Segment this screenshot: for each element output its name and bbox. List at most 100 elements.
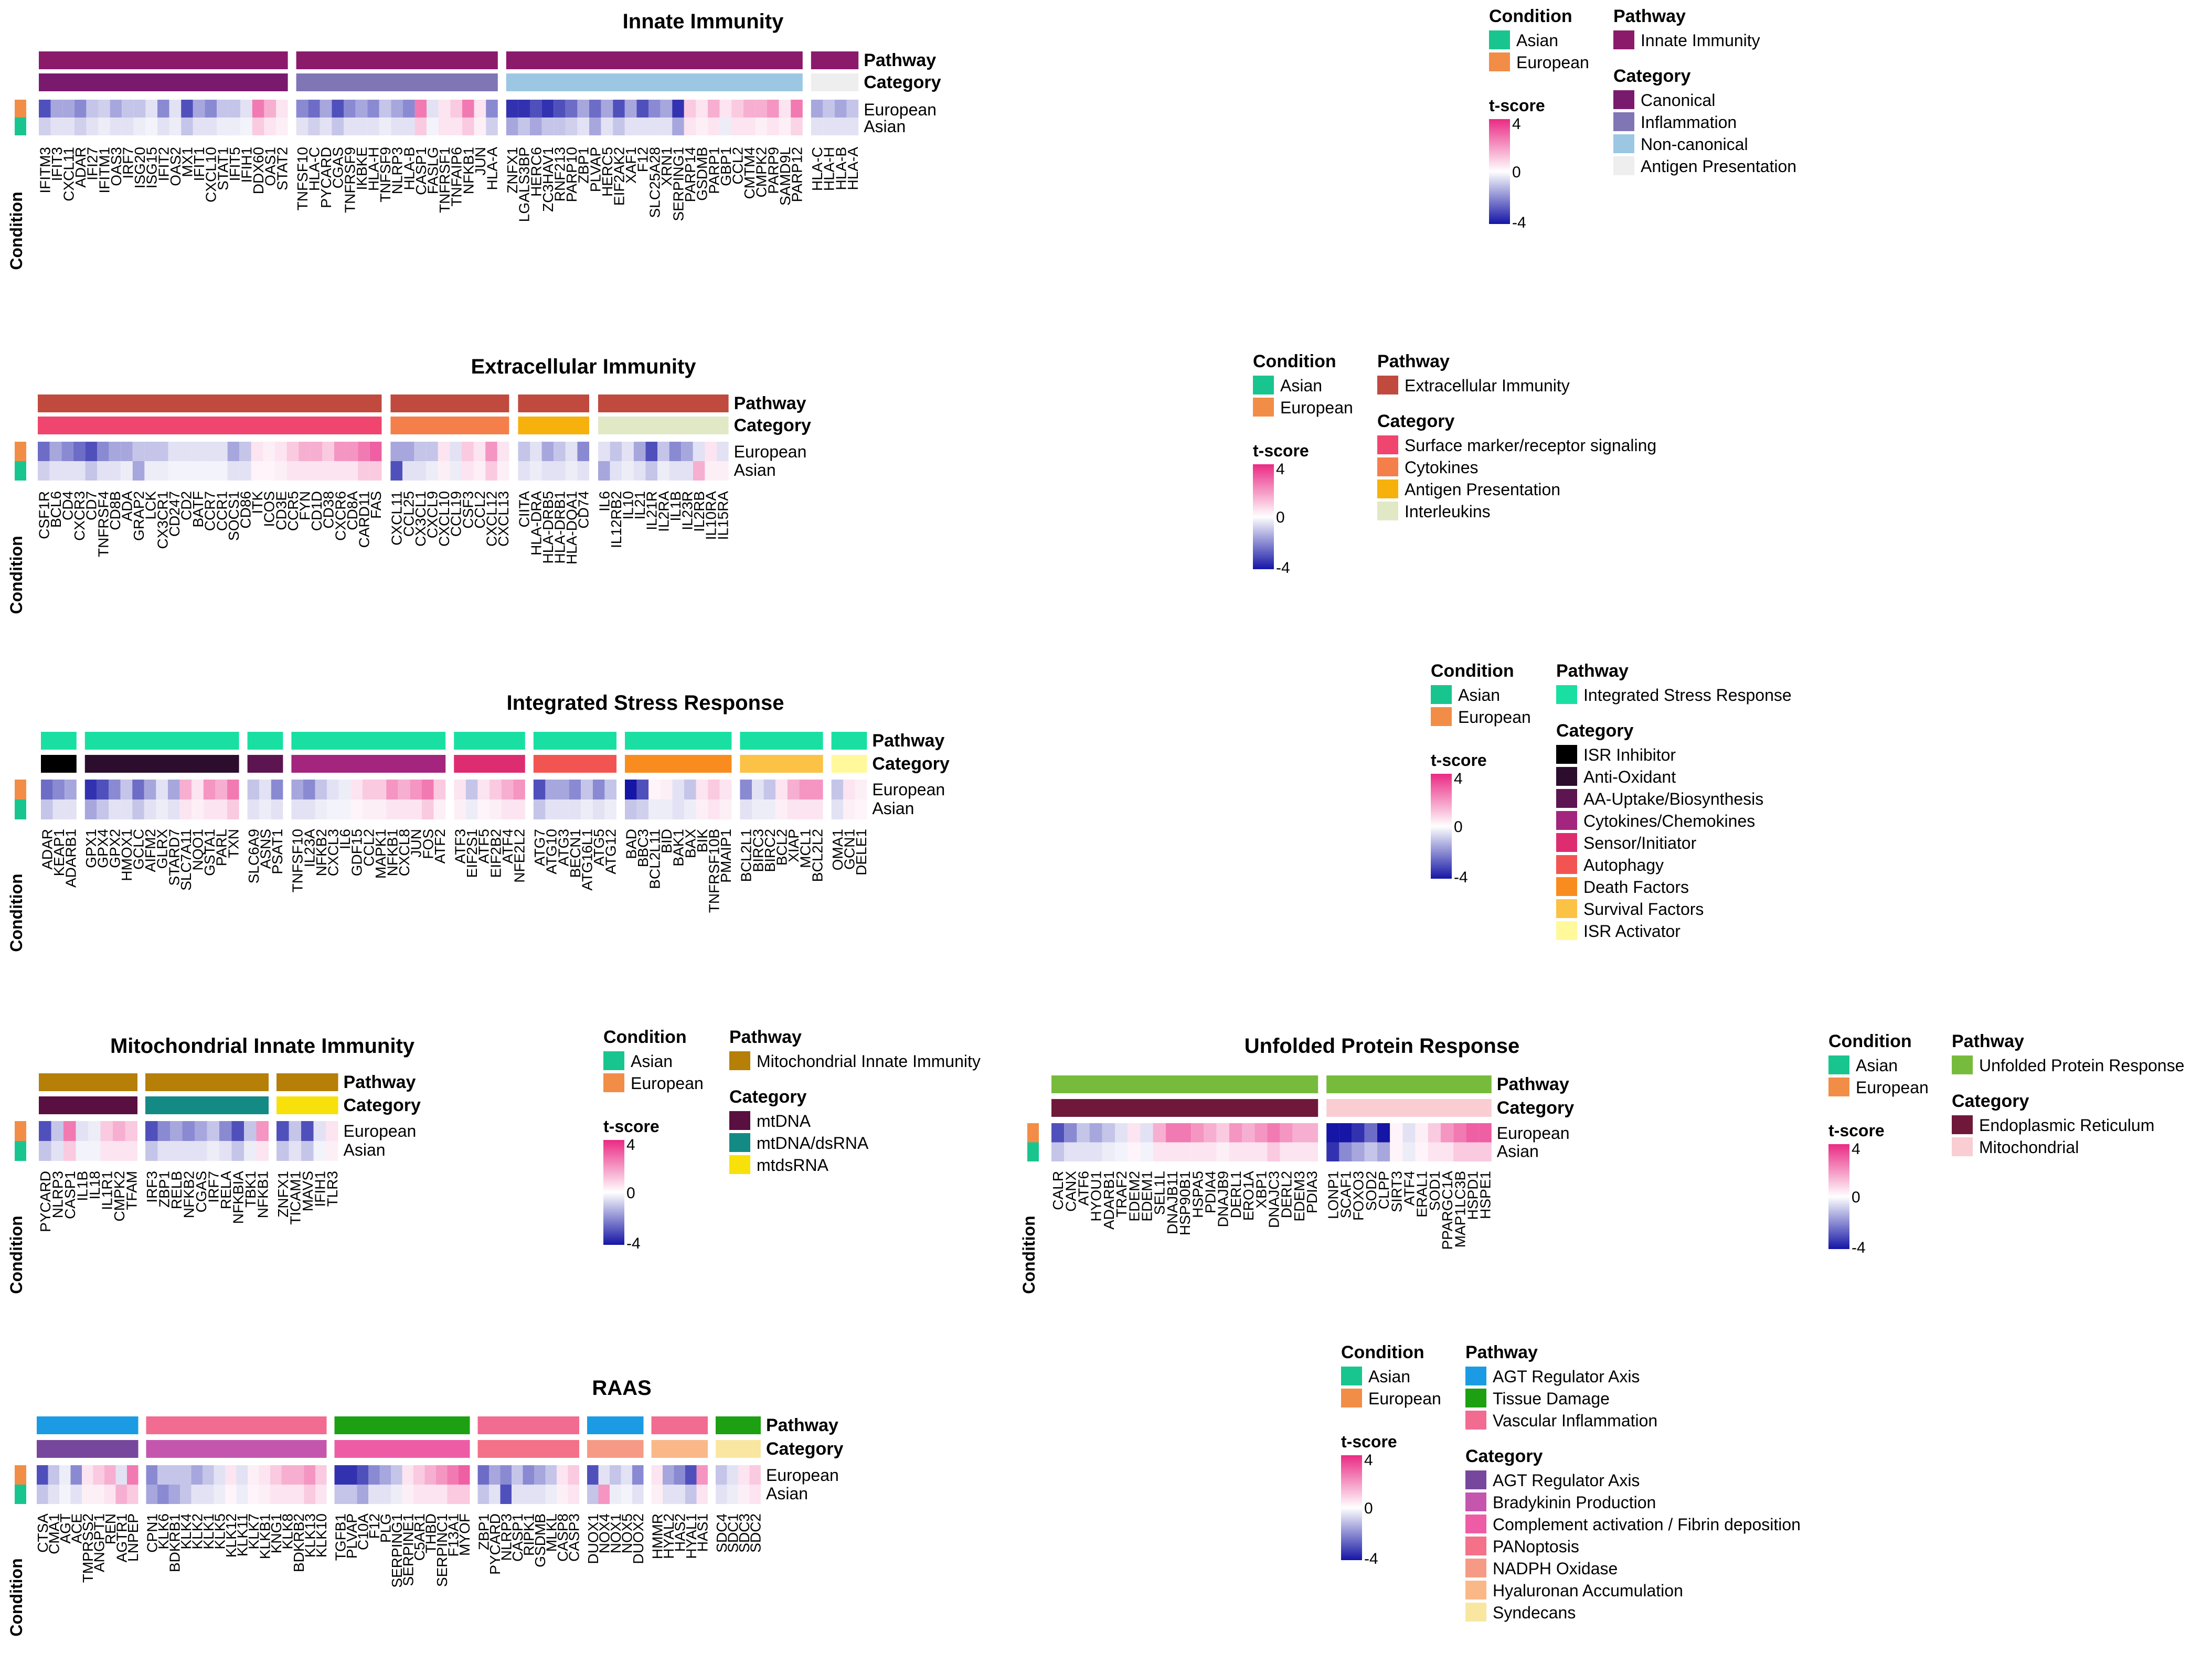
gene-label: CXCL13 <box>495 491 512 547</box>
heat-cell-asian <box>414 118 427 135</box>
heat-cell-asian <box>315 799 327 819</box>
heat-cell-asian <box>231 1141 244 1161</box>
heat-cell-asian <box>326 1141 338 1161</box>
heat-cell-european <box>811 100 823 118</box>
heat-cell-european <box>275 442 287 461</box>
category-legend-item: Antigen Presentation <box>1405 480 1560 499</box>
heat-cell-european <box>156 780 168 799</box>
gene-label: TGFB1 <box>332 1513 348 1561</box>
heat-cell-european <box>557 780 569 799</box>
gene-label: CD7 <box>83 491 100 520</box>
heat-cell-european <box>168 442 180 461</box>
heat-cell-asian <box>719 118 732 135</box>
heat-cell-european <box>379 1465 391 1485</box>
gene-label: NFKB1 <box>460 147 476 194</box>
category-legend-item: AA-Uptake/Biosynthesis <box>1583 790 1763 808</box>
row-label-asian: Asian <box>1497 1142 1539 1161</box>
heat-cell-european <box>1165 1123 1178 1143</box>
heat-cell-european <box>252 100 264 118</box>
gene-label: KLK12 <box>223 1513 239 1558</box>
heat-cell-european <box>1466 1123 1479 1143</box>
gene-label: DNAJB11 <box>1164 1171 1181 1234</box>
category-swatch <box>1556 789 1577 808</box>
heat-cell-asian <box>1077 1142 1090 1161</box>
heat-cell-european <box>145 100 157 118</box>
pathway-bar <box>146 1416 327 1434</box>
gene-label: ADAR <box>72 147 89 188</box>
heat-cell-european <box>1089 1123 1102 1143</box>
heat-cell-asian <box>1115 1142 1128 1161</box>
heat-cell-european <box>557 1465 568 1485</box>
condition-swatch-european <box>603 1073 624 1092</box>
heat-cell-asian <box>763 799 776 819</box>
gene-label: CANX <box>1062 1171 1079 1212</box>
gene-label: GCN1 <box>842 829 858 870</box>
pathway-bar <box>291 732 446 750</box>
heat-cell-european <box>227 442 240 461</box>
row-label-asian: Asian <box>872 799 914 818</box>
condition-swatch-european <box>1489 52 1510 71</box>
gene-label: CCR5 <box>285 491 301 531</box>
heat-cell-european <box>204 442 216 461</box>
heat-cell-asian <box>1102 1142 1115 1161</box>
category-swatch <box>1465 1515 1486 1533</box>
tscore-colorbar <box>1431 774 1452 879</box>
heat-cell-european <box>379 100 391 118</box>
heat-cell-european <box>191 1465 203 1485</box>
heat-cell-european <box>506 100 518 118</box>
heat-cell-european <box>86 100 98 118</box>
category-bar <box>41 755 77 773</box>
row-label-european: European <box>734 442 807 461</box>
gene-label: CMPK2 <box>753 147 770 197</box>
heat-cell-asian <box>489 1485 501 1504</box>
gene-label: BDKRB1 <box>166 1513 183 1572</box>
heat-cell-european <box>247 780 260 799</box>
heat-cell-asian <box>685 1485 697 1504</box>
heat-cell-asian <box>110 118 122 135</box>
gene-label: ICOS <box>261 491 278 527</box>
gene-label: TNFAIP6 <box>449 147 465 207</box>
heat-cell-european <box>523 1465 534 1485</box>
heat-cell-asian <box>477 799 490 819</box>
gene-label: BAK1 <box>671 829 687 867</box>
gene-label: EDEM3 <box>1291 1171 1307 1221</box>
heat-cell-european <box>296 100 309 118</box>
gene-label: CIITA <box>516 491 533 528</box>
heat-cell-european <box>344 100 356 118</box>
gene-label: KLK2 <box>189 1513 205 1550</box>
heat-cell-asian <box>204 461 216 481</box>
heat-cell-asian <box>835 118 847 135</box>
category-legend-item: Surface marker/receptor signaling <box>1405 436 1656 455</box>
heat-cell-asian <box>1064 1142 1077 1161</box>
heat-cell-asian <box>320 118 332 135</box>
gene-label: KLK13 <box>302 1513 318 1558</box>
gene-label: TNFRSF1 <box>437 147 453 213</box>
heat-cell-european <box>244 1121 257 1141</box>
heat-cell-european <box>51 1121 63 1141</box>
gene-label: CMA1 <box>46 1513 62 1554</box>
gene-label: CSF1R <box>36 491 52 539</box>
heat-cell-asian <box>775 799 788 819</box>
gene-label: CCL2 <box>730 147 746 185</box>
condition-legend-asian: Asian <box>1458 686 1500 705</box>
heat-cell-asian <box>236 1485 248 1504</box>
pathway-bar <box>598 394 729 412</box>
gene-label: DUOX2 <box>630 1513 646 1564</box>
heat-cell-european <box>414 100 427 118</box>
heat-cell-asian <box>625 799 637 819</box>
heat-cell-european <box>497 442 509 461</box>
category-track-label: Category <box>864 72 941 92</box>
gene-label: GPX1 <box>83 829 99 868</box>
heat-cell-european <box>170 1121 183 1141</box>
gene-label: LGALS3BP <box>516 147 533 222</box>
category-track-label: Category <box>734 415 811 435</box>
category-swatch <box>1377 502 1398 520</box>
category-swatch <box>1465 1492 1486 1511</box>
heat-cell-asian <box>657 461 669 481</box>
gene-label: ISG15 <box>144 147 160 188</box>
heat-cell-european <box>486 100 498 118</box>
heat-cell-asian <box>97 799 109 819</box>
heat-cell-asian <box>696 118 708 135</box>
condition-axis-label: Condition <box>1019 1215 1038 1294</box>
heat-cell-asian <box>191 1485 203 1504</box>
